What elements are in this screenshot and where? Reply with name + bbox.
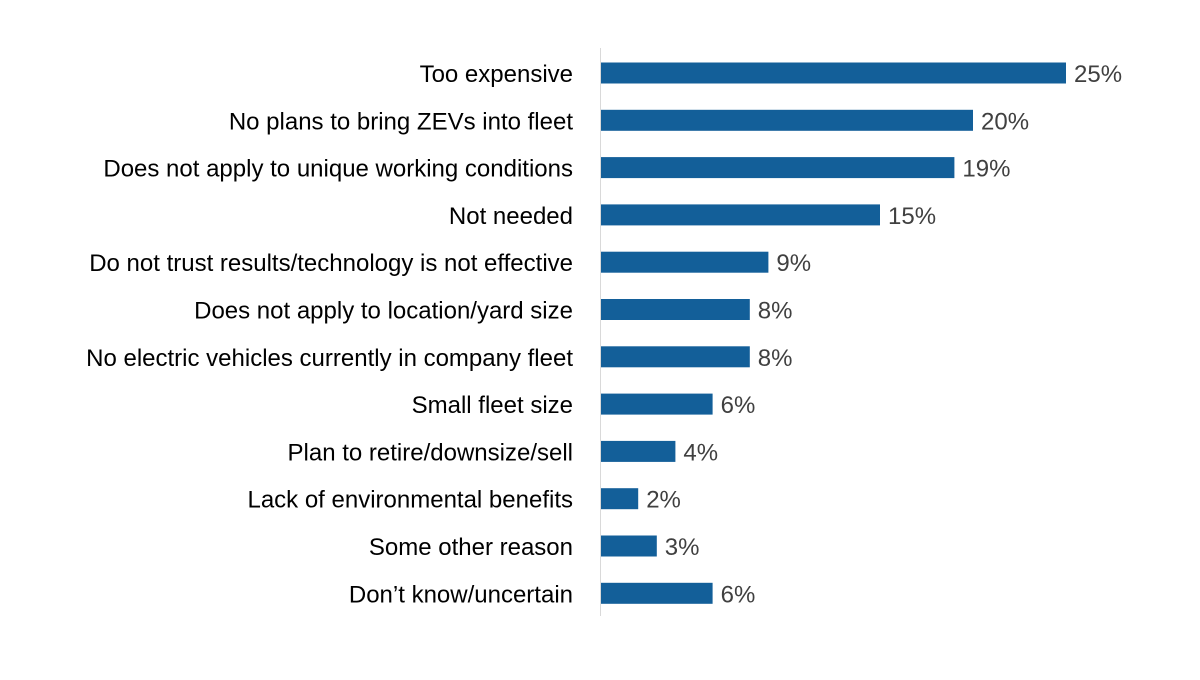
data-label: 15% [888,203,936,230]
category-label: Lack of environmental benefits [247,487,573,514]
category-label: Not needed [449,203,573,230]
bar [601,535,657,557]
category-label: Small fleet size [412,392,573,419]
bar [601,157,955,179]
bar [601,393,713,415]
bar [601,440,676,462]
category-label: Plan to retire/downsize/sell [288,439,573,466]
data-label: 6% [721,581,756,608]
data-label: 3% [665,534,700,561]
category-label: No plans to bring ZEVs into fleet [229,108,574,135]
data-label: 4% [683,439,718,466]
category-label: Don’t know/uncertain [349,581,573,608]
data-label: 8% [758,298,793,325]
data-label: 6% [721,392,756,419]
bar [601,204,880,226]
data-label: 19% [962,156,1010,183]
bar [601,488,639,510]
data-label: 20% [981,108,1029,135]
category-label: Some other reason [369,534,573,561]
category-label: Does not apply to location/yard size [194,298,573,325]
category-label: Do not trust results/technology is not e… [89,250,573,277]
bar [601,299,750,320]
data-label: 2% [646,487,681,514]
category-label: Too expensive [420,61,573,88]
bar [601,109,973,131]
data-label: 25% [1074,61,1122,88]
category-label: No electric vehicles currently in compan… [86,345,573,372]
bar [601,251,769,273]
data-label: 8% [758,345,793,372]
data-label: 9% [776,250,811,277]
category-label: Does not apply to unique working conditi… [103,156,573,183]
bar [601,346,750,368]
bar [601,62,1066,84]
bar [601,582,713,604]
